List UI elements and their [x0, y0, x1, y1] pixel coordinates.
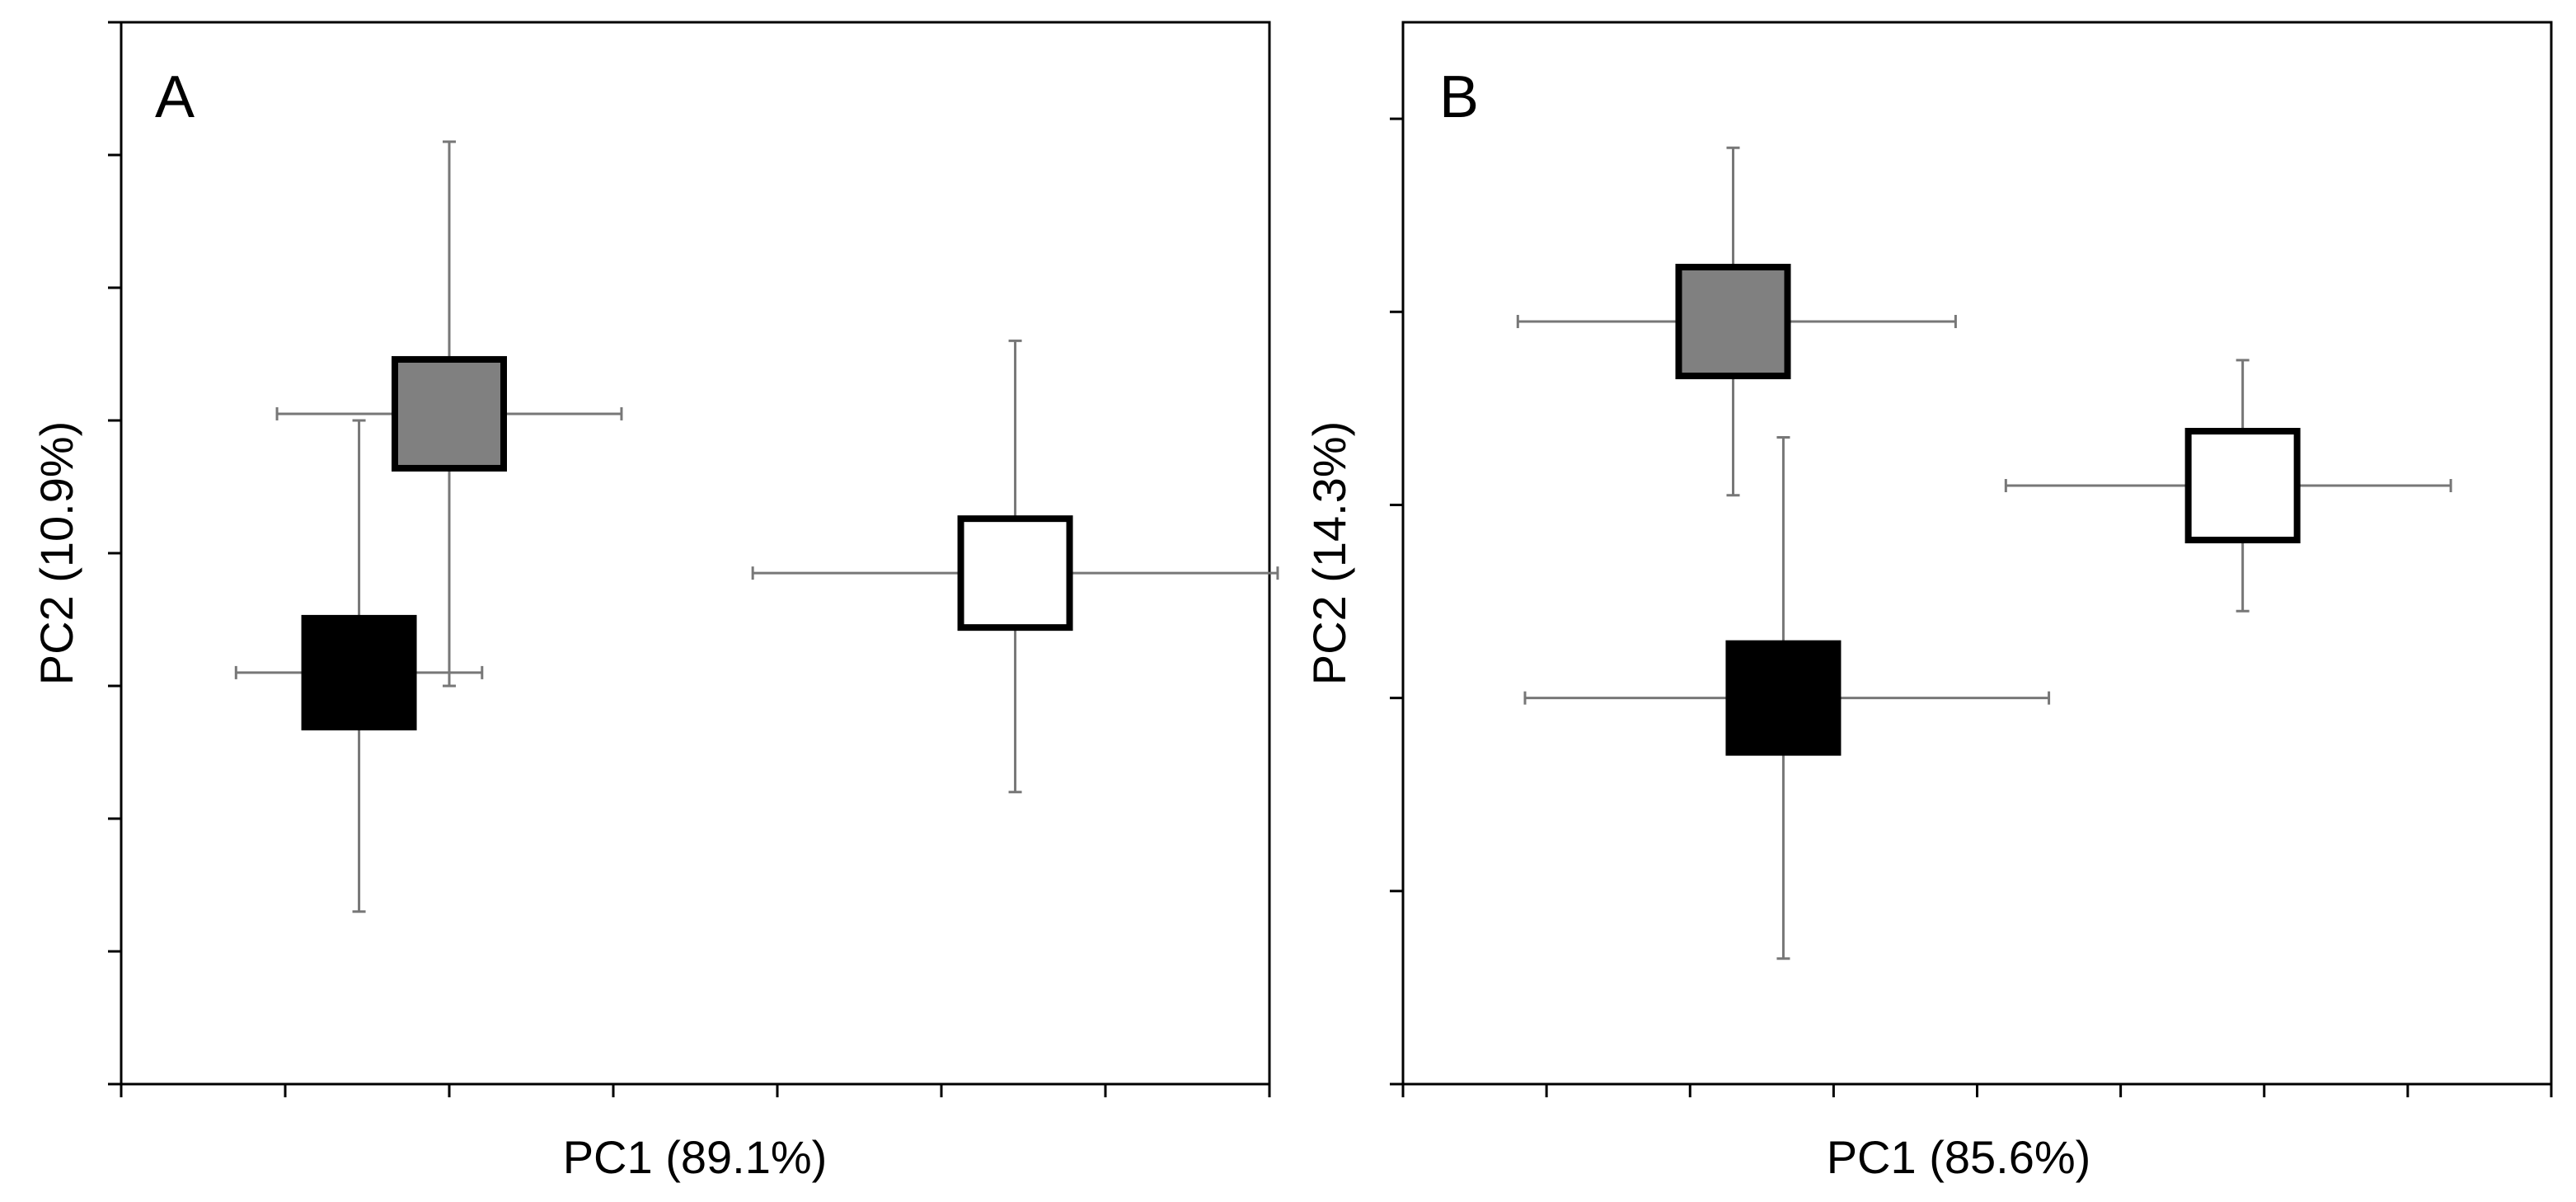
x-axis-label-b: PC1 (85.6%)	[1827, 1131, 2091, 1183]
x-axis-label-a: PC1 (89.1%)	[563, 1131, 828, 1183]
plot-frame-b	[1401, 21, 2553, 1086]
y-axis-label-a: PC2 (10.9%)	[30, 421, 82, 686]
point-b-black-marker	[1725, 640, 1842, 756]
ticks-a	[108, 21, 1271, 1097]
point-a-black-marker	[301, 614, 417, 730]
point-b-white-marker	[2184, 428, 2301, 544]
y-axis-label-b: PC2 (14.3%)	[1303, 421, 1355, 686]
marks-a	[234, 140, 1279, 913]
marks-b	[1516, 146, 2452, 960]
panel-a: A PC1 (89.1%) PC2 (10.9%)	[30, 21, 1279, 1183]
ticks-b	[1390, 117, 2553, 1097]
plot-frame-a	[120, 21, 1271, 1086]
point-b-gray-marker	[1675, 263, 1791, 379]
panel-b: B PC1 (85.6%) PC2 (14.3%)	[1303, 21, 2553, 1183]
point-a-gray-marker	[392, 355, 507, 472]
panel-label-a: A	[155, 64, 195, 130]
panel-label-b: B	[1439, 64, 1479, 130]
point-a-white-marker	[957, 515, 1073, 632]
